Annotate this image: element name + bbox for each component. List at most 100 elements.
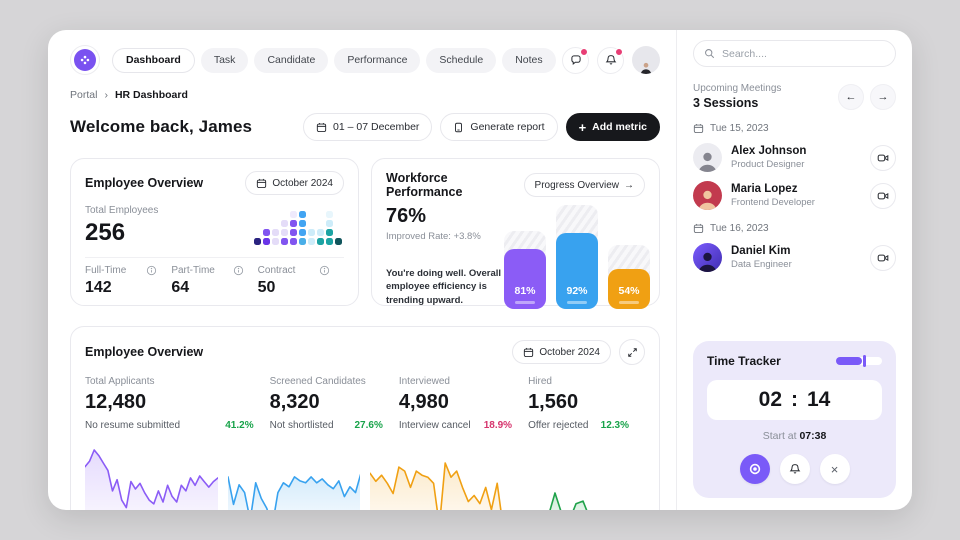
app-logo-button[interactable] — [70, 45, 100, 75]
meetings-count: 3 Sessions — [693, 96, 759, 110]
record-stop-button[interactable] — [739, 454, 770, 484]
meetings-header: Upcoming Meetings 3 Sessions ← → — [693, 83, 896, 110]
chat-icon — [570, 54, 582, 66]
tab-dashboard[interactable]: Dashboard — [112, 47, 195, 73]
meeting-row: Alex Johnson Product Designer — [693, 143, 896, 172]
clover-logo-icon — [74, 49, 96, 71]
matrix-dot — [335, 229, 342, 236]
bar-underline — [619, 301, 639, 304]
report-icon — [453, 122, 464, 133]
tab-performance[interactable]: Performance — [334, 47, 421, 73]
tab-schedule[interactable]: Schedule — [426, 47, 497, 73]
tracker-reminder-button[interactable] — [779, 454, 810, 484]
period-select[interactable]: October 2024 — [245, 171, 344, 195]
recruitment-stat: Interviewed 4,980 Interview cancel 18.9% — [399, 376, 528, 431]
bar-value: 54% — [608, 269, 650, 309]
page-header: Welcome back, James 01 – 07 December Gen… — [70, 112, 660, 142]
info-icon[interactable] — [319, 265, 330, 276]
avatar — [693, 243, 722, 272]
info-icon[interactable] — [233, 265, 244, 276]
bar-value: 92% — [556, 233, 598, 309]
stat-sub-label: Not shortlisted — [269, 420, 334, 431]
meetings-next-button[interactable]: → — [870, 83, 896, 110]
employee-overview-card: Employee Overview October 2024 Total Emp… — [70, 158, 359, 306]
matrix-dot — [281, 229, 288, 236]
search-input[interactable] — [722, 47, 885, 60]
sparkline-chart — [227, 472, 360, 510]
period-select[interactable]: October 2024 — [512, 340, 611, 364]
matrix-dot — [308, 211, 315, 218]
recruitment-sparklines — [85, 445, 645, 510]
start-time-value: 07:38 — [799, 430, 827, 442]
person-name: Maria Lopez — [731, 183, 798, 195]
time-separator: : — [791, 388, 798, 411]
recruitment-stats: Total Applicants 12,480 No resume submitte… — [85, 376, 645, 431]
stat-label: Full-Time — [85, 265, 127, 276]
matrix-dot — [335, 238, 342, 245]
period-label: October 2024 — [272, 177, 333, 189]
tab-task[interactable]: Task — [200, 47, 249, 73]
notifications-button[interactable] — [597, 46, 624, 74]
progress-overview-button[interactable]: Progress Overview → — [523, 173, 645, 197]
stat-label: Interviewed — [398, 376, 450, 387]
matrix-dot — [272, 211, 279, 218]
tab-candidate[interactable]: Candidate — [254, 47, 329, 73]
calendar-icon — [523, 347, 534, 358]
add-metric-label: Add metric — [592, 121, 647, 133]
profile-avatar-button[interactable] — [632, 46, 660, 74]
breadcrumb-portal[interactable]: Portal — [70, 89, 98, 101]
stat-percentage: 18.9% — [483, 420, 513, 431]
total-employees: Total Employees 256 — [85, 205, 158, 247]
stat-label: Part-Time — [171, 265, 215, 276]
calendar-icon — [316, 122, 327, 133]
close-icon: × — [830, 461, 839, 477]
info-icon[interactable] — [146, 265, 157, 276]
generate-report-button[interactable]: Generate report — [440, 113, 558, 141]
tracker-close-button[interactable]: × — [819, 454, 850, 484]
cards-row: Employee Overview October 2024 Total Emp… — [70, 158, 660, 309]
recruitment-stat: Hired 1,560 Offer rejected 12.3% — [528, 376, 645, 431]
calendar-icon — [693, 223, 704, 234]
matrix-dot — [308, 229, 315, 236]
nav-tabs: Dashboard Task Candidate Performance Schedul… — [112, 47, 556, 73]
video-call-button[interactable] — [870, 144, 896, 171]
matrix-dot — [299, 229, 306, 236]
stat-percentage: 12.3% — [600, 420, 629, 431]
expand-card-button[interactable] — [619, 339, 645, 365]
bar-track: 81% — [504, 231, 546, 309]
record-icon — [748, 462, 762, 476]
recruitment-stat: Total Applicants 12,480 No resume submitte… — [85, 376, 270, 431]
stat-sub-label: No resume submitted — [85, 420, 181, 431]
tracker-slider[interactable] — [836, 355, 882, 367]
bar-label: 92% — [566, 285, 588, 297]
video-call-button[interactable] — [870, 182, 896, 209]
plus-icon: + — [578, 119, 587, 135]
matrix-dot — [326, 238, 333, 245]
tab-notes[interactable]: Notes — [502, 47, 556, 73]
bar-value: 81% — [504, 249, 546, 309]
meeting-row: Daniel Kim Data Engineer — [693, 243, 896, 272]
video-camera-icon — [877, 190, 889, 202]
add-metric-button[interactable]: + Add metric — [565, 113, 660, 141]
date-range-button[interactable]: 01 – 07 December — [303, 113, 433, 141]
matrix-dot — [272, 229, 279, 236]
employee-stat-full-time: Full-Time 142 — [85, 265, 171, 297]
messages-button[interactable] — [562, 46, 589, 74]
calendar-icon — [693, 123, 704, 134]
meetings-list: Tue 15, 2023 Alex Johnson Product Designer… — [693, 110, 896, 272]
slider-knob[interactable] — [863, 355, 866, 367]
matrix-dot — [290, 220, 297, 227]
sparkline-chart — [370, 462, 502, 510]
workforce-performance-card: Workforce Performance Progress Overview … — [371, 158, 660, 309]
stat-label: Screened Candidates — [269, 376, 366, 387]
matrix-dot — [263, 220, 270, 227]
matrix-dot — [317, 220, 324, 227]
matrix-dot — [263, 211, 270, 218]
meetings-prev-button[interactable]: ← — [838, 83, 864, 110]
video-call-button[interactable] — [870, 244, 896, 271]
person-role: Frontend Developer — [731, 197, 815, 208]
arrow-right-icon: → — [624, 179, 634, 191]
employee-type-stats: Full-Time 142 Part-Time 64 Contract 50 — [85, 257, 344, 297]
elapsed-hours: 02 — [758, 388, 782, 411]
bell-icon — [789, 463, 801, 475]
